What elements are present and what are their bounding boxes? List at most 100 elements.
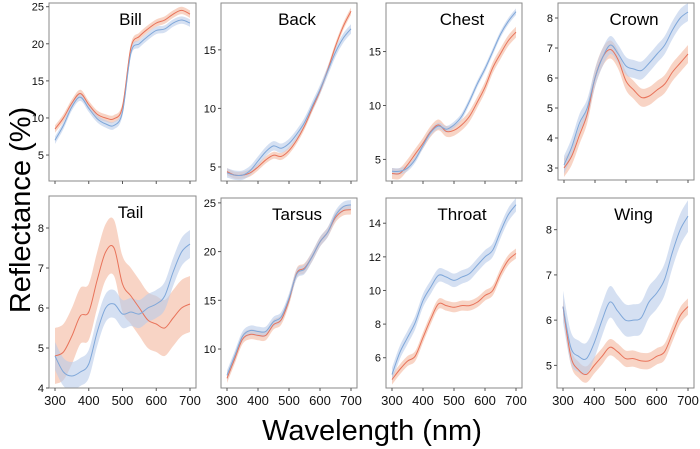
panel-bill: 5 10 15 20 25 Bill bbox=[32, 2, 197, 184]
y-tick-label: 6 bbox=[547, 73, 553, 85]
panel-back: 5 10 15 Back bbox=[204, 2, 358, 184]
panel-throat: 6 8 10 12 14 300 400 500 600 700 Throat bbox=[369, 197, 527, 408]
band-blue bbox=[55, 230, 190, 388]
y-tick-label: 15 bbox=[204, 45, 216, 57]
panel-crown: 3 4 5 6 7 8 Crown bbox=[547, 2, 695, 183]
x-tick-label: 400 bbox=[247, 393, 269, 408]
y-tick-label: 7 bbox=[38, 263, 44, 275]
y-tick-label: 6 bbox=[546, 315, 552, 327]
band-orange bbox=[227, 204, 351, 384]
line-blue bbox=[391, 11, 517, 173]
line-orange bbox=[54, 9, 191, 130]
y-tick-label: 6 bbox=[375, 353, 381, 365]
y-tick-label: 5 bbox=[547, 103, 553, 115]
x-tick-label: 500 bbox=[112, 393, 134, 408]
panel-tail: 4 5 6 7 8 300 400 500 600 700 Tail bbox=[38, 195, 201, 408]
line-orange bbox=[54, 245, 191, 357]
y-tick-label: 8 bbox=[547, 13, 553, 25]
band-blue bbox=[227, 24, 351, 181]
y-tick-label: 10 bbox=[369, 100, 381, 112]
x-tick-label: 700 bbox=[340, 393, 362, 408]
x-tick-label: 700 bbox=[677, 393, 699, 408]
x-tick-label: 600 bbox=[309, 393, 331, 408]
y-tick-label: 5 bbox=[375, 154, 381, 166]
y-tick-label: 4 bbox=[38, 383, 44, 395]
x-tick-label: 600 bbox=[646, 393, 668, 408]
y-tick-label: 4 bbox=[547, 133, 553, 145]
x-tick-label: 600 bbox=[145, 393, 167, 408]
panel-frame bbox=[220, 197, 358, 389]
panel-title: Tail bbox=[118, 203, 144, 222]
y-tick-label: 5 bbox=[210, 162, 216, 174]
y-tick-label: 15 bbox=[369, 47, 381, 59]
x-tick-label: 300 bbox=[552, 393, 574, 408]
y-tick-label: 20 bbox=[32, 39, 44, 51]
line-blue bbox=[54, 243, 191, 377]
x-tick-label: 700 bbox=[179, 393, 201, 408]
line-blue bbox=[563, 11, 689, 166]
y-tick-label: 10 bbox=[369, 285, 381, 297]
panel-title: Tarsus bbox=[272, 205, 322, 224]
band-blue bbox=[563, 200, 688, 376]
line-blue bbox=[226, 204, 352, 376]
y-tick-label: 8 bbox=[38, 223, 44, 235]
band-orange bbox=[392, 248, 516, 385]
y-tick-label: 12 bbox=[369, 252, 381, 264]
y-tick-label: 5 bbox=[38, 343, 44, 355]
x-tick-label: 500 bbox=[443, 393, 465, 408]
band-blue bbox=[392, 8, 516, 175]
band-blue bbox=[564, 3, 688, 174]
y-tick-label: 7 bbox=[546, 270, 552, 282]
panels-grid: 5 10 15 20 25 Bill 5 10 15 Back 5 10 15 Chest 3 4 5 6 7 8 Cr… bbox=[32, 2, 699, 408]
line-blue bbox=[54, 19, 191, 141]
panel-frame bbox=[220, 2, 358, 182]
y-tick-label: 20 bbox=[204, 247, 216, 259]
band-orange bbox=[392, 26, 516, 180]
panel-title: Throat bbox=[437, 205, 486, 224]
y-tick-label: 15 bbox=[32, 76, 44, 88]
band-blue bbox=[55, 16, 190, 144]
y-tick-label: 25 bbox=[204, 198, 216, 210]
band-orange bbox=[227, 7, 351, 180]
line-orange bbox=[562, 306, 689, 376]
x-tick-label: 400 bbox=[412, 393, 434, 408]
panel-title: Chest bbox=[440, 10, 485, 29]
y-axis-title: Reflectance (%) bbox=[5, 107, 37, 313]
line-blue bbox=[226, 28, 352, 177]
y-tick-label: 6 bbox=[38, 303, 44, 315]
line-orange bbox=[226, 10, 352, 177]
x-tick-label: 400 bbox=[78, 393, 100, 408]
y-tick-label: 5 bbox=[38, 150, 44, 162]
band-orange bbox=[55, 6, 190, 133]
band-blue bbox=[392, 198, 516, 382]
x-tick-label: 500 bbox=[278, 393, 300, 408]
line-blue bbox=[391, 204, 517, 375]
y-tick-label: 5 bbox=[546, 360, 552, 372]
line-orange bbox=[391, 31, 517, 175]
panel-title: Wing bbox=[614, 205, 653, 224]
y-tick-label: 7 bbox=[547, 43, 553, 55]
panel-frame bbox=[48, 2, 197, 182]
panel-title: Crown bbox=[609, 10, 658, 29]
y-tick-label: 10 bbox=[32, 113, 44, 125]
panel-tarsus: 10 15 20 25 300 400 500 600 700 Tarsus bbox=[204, 197, 362, 408]
y-tick-label: 3 bbox=[547, 163, 553, 175]
y-tick-label: 14 bbox=[369, 218, 381, 230]
line-orange bbox=[563, 48, 689, 169]
line-blue bbox=[562, 215, 689, 360]
y-tick-label: 8 bbox=[375, 319, 381, 331]
panel-chest: 5 10 15 Chest bbox=[369, 2, 523, 184]
y-tick-label: 10 bbox=[204, 344, 216, 356]
x-tick-label: 700 bbox=[505, 393, 527, 408]
y-tick-label: 10 bbox=[204, 103, 216, 115]
panel-title: Back bbox=[278, 10, 316, 29]
panel-title: Bill bbox=[119, 10, 142, 29]
y-tick-label: 8 bbox=[546, 225, 552, 237]
band-orange bbox=[563, 298, 688, 383]
y-tick-label: 25 bbox=[32, 2, 44, 14]
x-tick-label: 600 bbox=[474, 393, 496, 408]
x-tick-label: 400 bbox=[583, 393, 605, 408]
panel-wing: 5 6 7 8 300 400 500 600 700 Wing bbox=[546, 197, 699, 408]
x-tick-label: 300 bbox=[44, 393, 66, 408]
